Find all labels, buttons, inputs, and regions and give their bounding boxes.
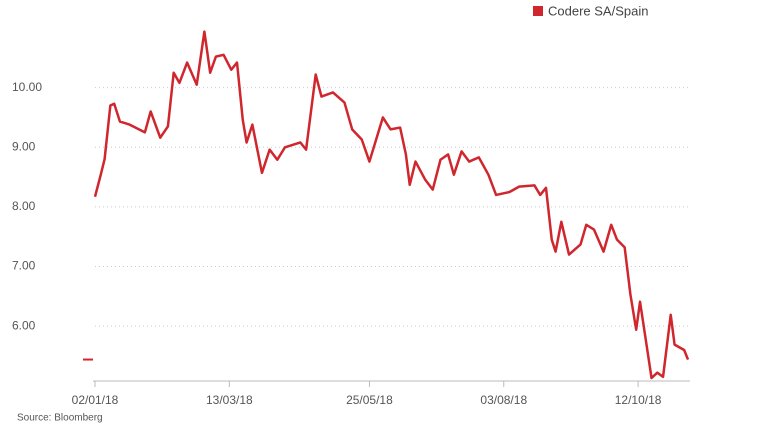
x-tick-label: 25/05/18 xyxy=(346,393,393,407)
legend-swatch xyxy=(533,6,543,16)
legend-label: Codere SA/Spain xyxy=(548,3,648,18)
x-tick-label: 02/01/18 xyxy=(72,393,119,407)
x-tick-label: 13/03/18 xyxy=(206,393,253,407)
y-tick-label: 10.00 xyxy=(12,80,42,94)
y-tick-label: 7.00 xyxy=(12,259,36,273)
source-note: Source: Bloomberg xyxy=(17,413,103,424)
y-tick-label: 8.00 xyxy=(12,199,36,213)
x-tick-label: 12/10/18 xyxy=(615,393,662,407)
y-tick-label: 9.00 xyxy=(12,139,36,153)
line xyxy=(93,30,690,380)
y-tick-label: 6.00 xyxy=(12,318,36,332)
x-tick-label: 03/08/18 xyxy=(480,393,527,407)
